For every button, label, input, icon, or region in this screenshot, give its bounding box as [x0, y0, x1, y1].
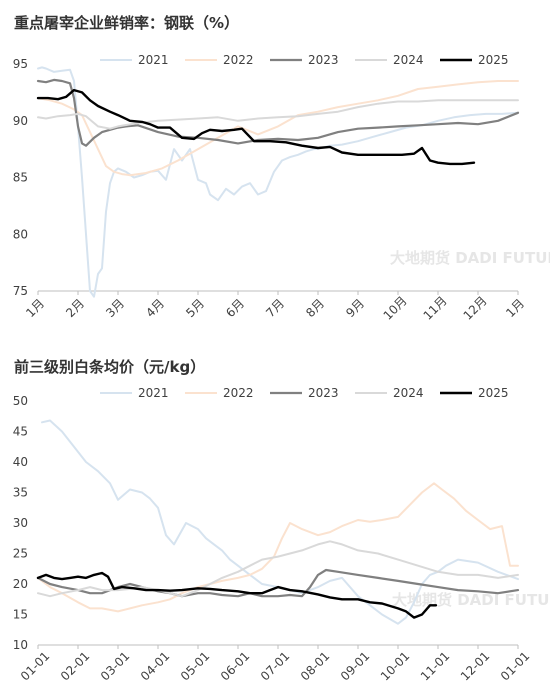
y-tick-label: 90 — [13, 114, 28, 128]
y-tick-label: 25 — [13, 547, 28, 561]
legend-label-2023: 2023 — [308, 386, 339, 400]
y-tick-label: 50 — [13, 394, 28, 408]
x-tick-label: 11月 — [421, 294, 450, 323]
x-tick-label: 7月 — [263, 296, 287, 320]
legend-label-2023: 2023 — [308, 53, 339, 67]
y-tick-label: 40 — [13, 455, 28, 469]
watermark: 大地期货 DADI FUTURES — [390, 249, 550, 267]
x-tick-label: 01-01 — [498, 649, 533, 684]
y-tick-label: 15 — [13, 608, 28, 622]
legend-label-2021: 2021 — [138, 386, 169, 400]
x-tick-label: 3月 — [103, 296, 127, 320]
y-tick-label: 80 — [13, 227, 28, 241]
y-tick-label: 95 — [13, 57, 28, 71]
x-tick-label: 06-01 — [218, 649, 253, 684]
x-tick-label: 11-01 — [418, 649, 453, 684]
x-tick-label: 03-01 — [98, 649, 133, 684]
x-tick-label: 6月 — [223, 296, 247, 320]
y-tick-label: 85 — [13, 171, 28, 185]
series-line-2021 — [37, 66, 519, 298]
legend-label-2022: 2022 — [223, 386, 254, 400]
y-tick-label: 10 — [13, 638, 28, 652]
legend-label-2024: 2024 — [393, 386, 424, 400]
y-tick-label: 35 — [13, 486, 28, 500]
series-line-2025 — [36, 88, 476, 166]
x-tick-label: 05-01 — [178, 649, 213, 684]
x-tick-label: 9月 — [343, 296, 367, 320]
legend-label-2021: 2021 — [138, 53, 169, 67]
legend-label-2025: 2025 — [478, 386, 509, 400]
y-tick-label: 30 — [13, 516, 28, 530]
x-tick-label: 01-01 — [18, 649, 53, 684]
x-tick-label: 10月 — [381, 294, 410, 323]
x-tick-label: 4月 — [143, 296, 167, 320]
x-tick-label: 1月 — [503, 296, 527, 320]
x-tick-label: 12-01 — [458, 649, 493, 684]
x-tick-label: 5月 — [183, 296, 207, 320]
x-tick-label: 04-01 — [138, 649, 173, 684]
legend-label-2022: 2022 — [223, 53, 254, 67]
x-tick-label: 12月 — [461, 294, 490, 323]
x-tick-label: 1月 — [23, 296, 47, 320]
chart1-svg: 75 80 85 90 95 1月 2月 3月 4月 5月 6月 7月 8月 9月 10月 11月 12月 1月 大… — [13, 53, 550, 323]
chart1-title: 重点屠宰企业鲜销率：钢联（%） — [14, 14, 240, 32]
series-line-2025 — [36, 571, 438, 619]
x-tick-label: 08-01 — [298, 649, 333, 684]
series-line-2024 — [37, 99, 519, 130]
y-tick-label: 20 — [13, 577, 28, 591]
series-line-2022 — [37, 482, 519, 613]
x-tick-label: 10-01 — [378, 649, 413, 684]
chart2-title: 前三级别白条均价（元/kg） — [14, 358, 206, 376]
y-tick-label: 75 — [13, 284, 28, 298]
legend-label-2025: 2025 — [478, 53, 509, 67]
x-tick-label: 09-01 — [338, 649, 373, 684]
x-tick-label: 02-01 — [58, 649, 93, 684]
x-tick-label: 07-01 — [258, 649, 293, 684]
series-line-2024 — [37, 540, 519, 598]
legend-label-2024: 2024 — [393, 53, 424, 67]
y-tick-label: 45 — [13, 425, 28, 439]
x-tick-label: 2月 — [63, 296, 87, 320]
x-tick-label: 8月 — [303, 296, 327, 320]
